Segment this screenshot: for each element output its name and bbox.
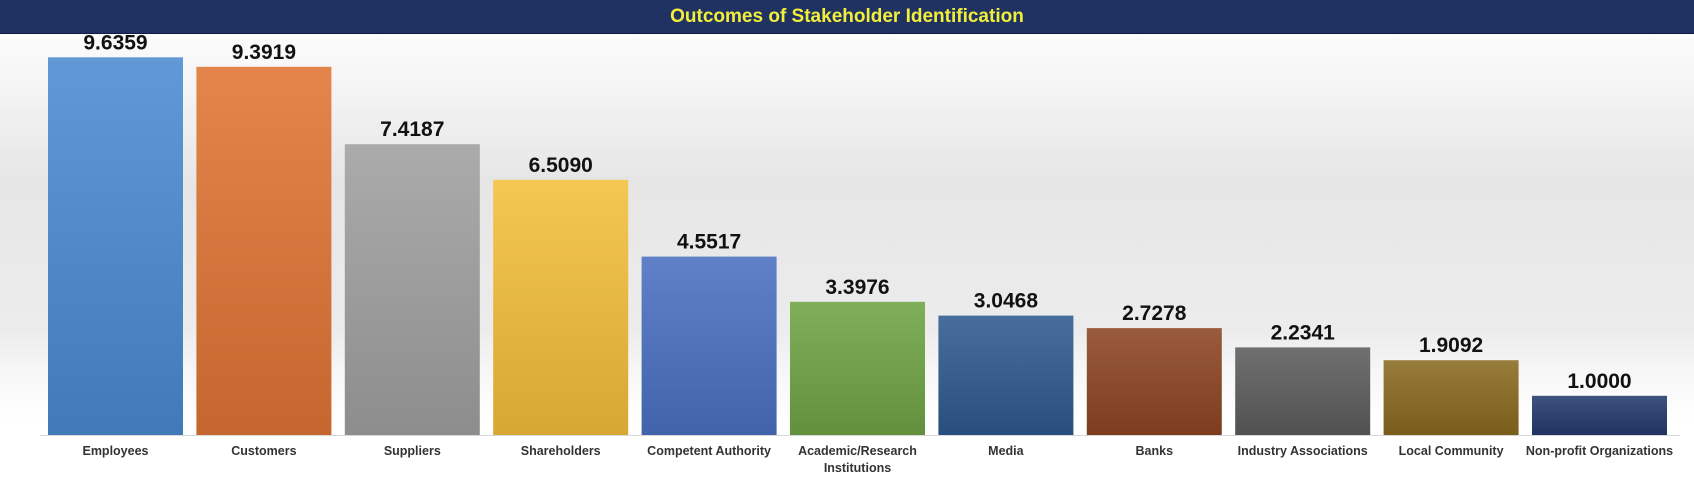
- bar-employees: [48, 57, 183, 436]
- bars-group: [48, 57, 1667, 436]
- value-labels-group: 9.6359 9.3919 7.4187 6.5090 4.5517 3.3976 3.04…: [83, 33, 1631, 393]
- value-label-non-profit-organizations: 1.0000: [1567, 370, 1631, 393]
- tick-label-local-community: Local Community: [1399, 444, 1504, 458]
- bar-non-profit-organizations: [1532, 395, 1667, 435]
- value-label-customers: 9.3919: [232, 41, 296, 64]
- tick-label-shareholders: Shareholders: [521, 444, 601, 458]
- value-label-industry-associations: 2.2341: [1271, 321, 1336, 344]
- title-bar: Outcomes of Stakeholder Identification: [0, 0, 1694, 34]
- bar-customers: [196, 66, 332, 436]
- bar-media: [938, 315, 1074, 435]
- bar-academic-research-institutions: [790, 301, 925, 435]
- tick-label-suppliers: Suppliers: [384, 444, 441, 458]
- value-label-suppliers: 7.4187: [380, 118, 444, 141]
- value-label-academic-research-institutions: 3.3976: [825, 276, 889, 299]
- value-label-shareholders: 6.5090: [529, 154, 593, 177]
- tick-label-industry-associations: Industry Associations: [1238, 444, 1368, 458]
- bar-chart: 9.6359 9.3919 7.4187 6.5090 4.5517 3.3976 3.04…: [40, 33, 1680, 475]
- tick-label-banks: Banks: [1136, 444, 1174, 458]
- value-label-banks: 2.7278: [1122, 302, 1187, 325]
- bar-industry-associations: [1235, 347, 1371, 435]
- value-label-competent-authority: 4.5517: [677, 231, 741, 254]
- chart-title: Outcomes of Stakeholder Identification: [670, 6, 1024, 27]
- tick-label-employees: Employees: [82, 444, 148, 458]
- value-label-employees: 9.6359: [83, 33, 147, 54]
- value-label-media: 3.0468: [974, 290, 1039, 313]
- tick-labels-group: Employees Customers Suppliers Shareholders C…: [82, 444, 1673, 475]
- bar-competent-authority: [641, 256, 777, 435]
- bar-suppliers: [344, 144, 480, 435]
- bar-banks: [1086, 328, 1222, 435]
- bar-local-community: [1383, 360, 1519, 435]
- tick-label-academic-research-institutions: Academic/Research Institutions: [798, 444, 917, 475]
- tick-label-non-profit-organizations: Non-profit Organizations: [1526, 444, 1673, 458]
- value-label-local-community: 1.9092: [1419, 334, 1483, 357]
- tick-label-customers: Customers: [231, 444, 296, 458]
- tick-label-competent-authority: Competent Authority: [647, 444, 771, 458]
- tick-label-media: Media: [988, 444, 1024, 458]
- bar-shareholders: [493, 179, 629, 435]
